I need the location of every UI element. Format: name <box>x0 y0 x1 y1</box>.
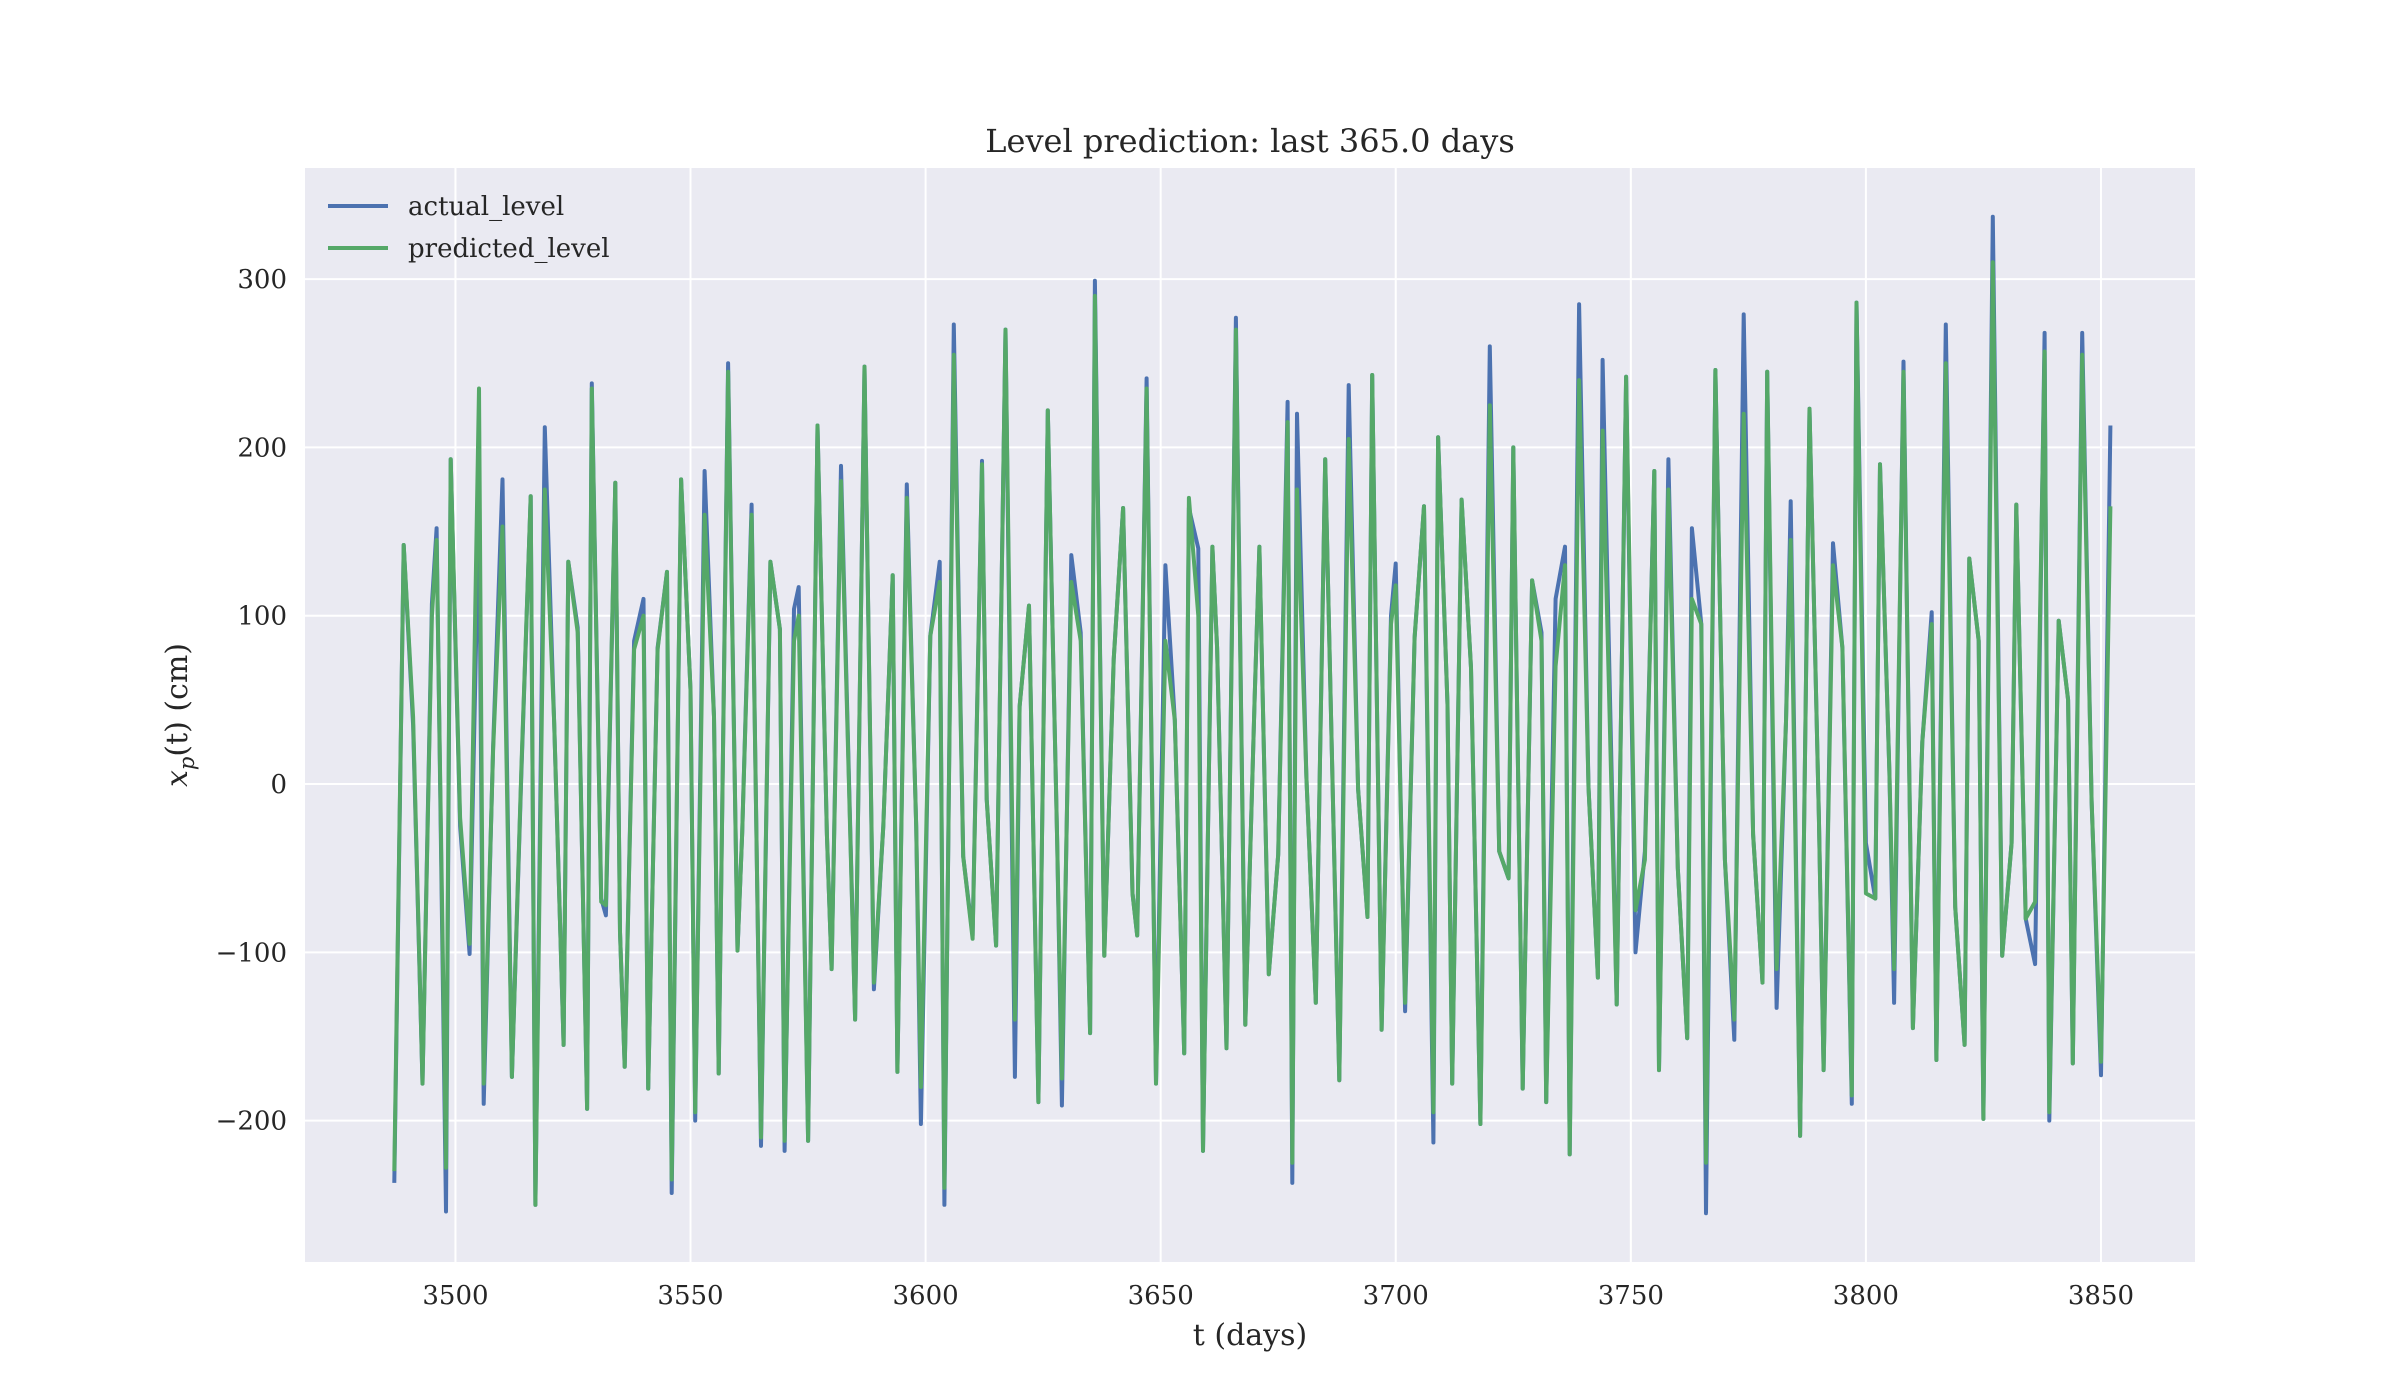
plot-background <box>305 168 2195 1262</box>
y-tick-label: 200 <box>237 433 287 463</box>
x-tick-label: 3700 <box>1363 1281 1429 1311</box>
y-tick-label: 100 <box>237 602 287 632</box>
x-tick-label: 3800 <box>1833 1281 1899 1311</box>
y-axis-label-symbol: x <box>160 770 195 787</box>
y-axis-label-rest: (t) (cm) <box>160 643 195 757</box>
grid <box>305 168 2195 1262</box>
y-tick-label: 300 <box>237 265 287 295</box>
legend-label-actual-level: actual_level <box>408 192 564 222</box>
x-axis-label: t (days) <box>1193 1318 1307 1353</box>
y-axis-label: xp(t) (cm) <box>160 643 199 787</box>
series-line-predicted-level <box>392 260 2113 1207</box>
x-tick-label: 3850 <box>2068 1281 2134 1311</box>
legend: actual_level predicted_level <box>328 192 610 264</box>
legend-label-predicted-level: predicted_level <box>408 234 610 264</box>
x-tick-label: 3600 <box>893 1281 959 1311</box>
x-tick-label: 3750 <box>1598 1281 1664 1311</box>
x-tick-label: 3500 <box>422 1281 488 1311</box>
x-axis-ticks: 3500 3550 3600 3650 3700 3750 3800 3850 <box>422 1281 2134 1311</box>
y-tick-label: −200 <box>216 1107 287 1137</box>
series-layer <box>392 214 2113 1216</box>
y-axis-ticks: −200 −100 0 100 200 300 <box>216 265 287 1137</box>
x-tick-label: 3550 <box>657 1281 723 1311</box>
x-tick-label: 3650 <box>1128 1281 1194 1311</box>
chart-title: Level prediction: last 365.0 days <box>985 122 1515 160</box>
y-tick-label: 0 <box>270 770 287 800</box>
y-axis-label-subscript: p <box>175 757 199 770</box>
y-tick-label: −100 <box>216 938 287 968</box>
